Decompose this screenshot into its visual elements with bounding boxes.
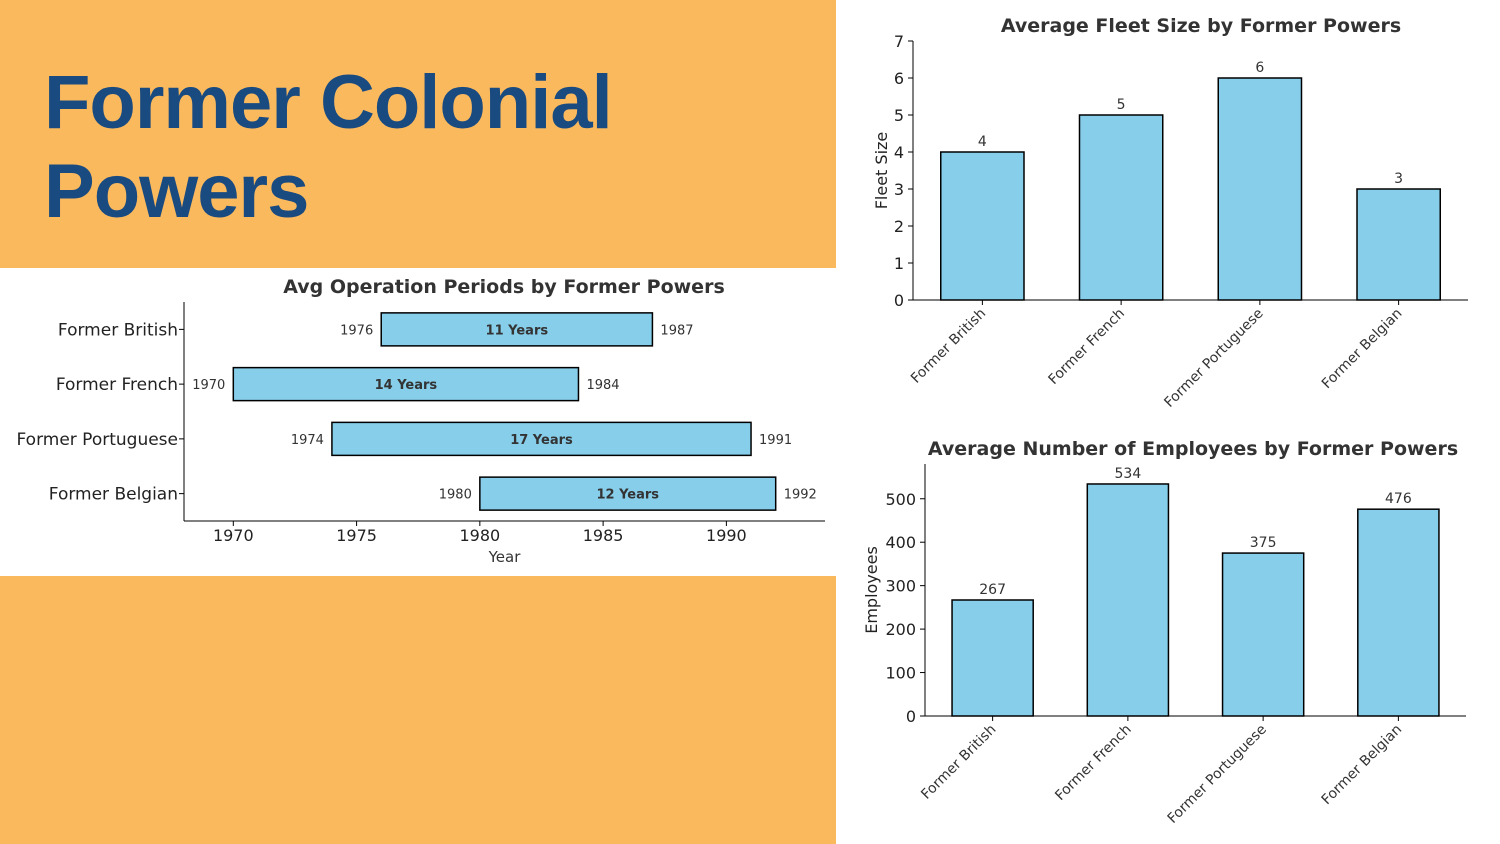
value-label: 534 [1115,466,1142,482]
bar-former-french [1078,114,1164,301]
end-label: 1992 [784,488,817,503]
bar-former-portuguese [1221,552,1305,717]
y-tick-label: 1 [894,254,904,273]
x-tick-label-former-belgian: Former Belgian [1319,722,1406,809]
y-tick-label-former-french: Former French [56,375,178,395]
y-tick-label: 500 [885,490,916,509]
x-tick-label-former-portuguese: Former Portuguese [1165,722,1270,827]
title-panel [0,0,836,268]
x-tick-label-former-portuguese: Former Portuguese [1161,306,1266,411]
x-tick-label: 1985 [583,526,624,545]
duration-label: 17 Years [510,433,573,448]
y-tick-label: 5 [894,106,904,125]
chart-title: Average Fleet Size by Former Powers [1001,15,1401,37]
value-label: 3 [1394,171,1403,187]
duration-label: 14 Years [375,378,438,393]
start-label: 1974 [291,433,324,448]
x-tick-label-former-british: Former British [908,306,989,387]
x-axis-label: Year [488,548,522,566]
x-tick-label: 1975 [336,526,377,545]
bar-former-british [380,312,654,347]
y-tick-label: 0 [906,707,916,726]
y-tick-label: 100 [885,664,916,683]
duration-label: 12 Years [596,488,659,503]
bar-former-british [951,599,1034,717]
start-label: 1980 [439,488,472,503]
y-tick-label: 7 [894,32,904,51]
start-label: 1976 [340,323,373,338]
bar-former-belgian [1356,188,1441,301]
bar-former-french [1086,483,1170,717]
value-label: 6 [1255,60,1264,76]
bottom-accent-panel [0,576,836,844]
end-label: 1987 [660,323,693,338]
y-tick-label: 300 [885,577,916,596]
y-axis-label: Fleet Size [872,132,891,210]
value-label: 267 [979,582,1006,598]
x-tick-label-former-british: Former British [918,722,999,803]
end-label: 1991 [759,433,792,448]
bar-former-british [940,151,1025,301]
y-tick-label: 200 [885,620,916,639]
chart-title: Avg Operation Periods by Former Powers [283,276,725,298]
x-tick-label-former-french: Former French [1052,722,1134,804]
bar-former-belgian [479,476,777,511]
chart-title: Average Number of Employees by Former Po… [928,438,1458,460]
duration-label: 11 Years [486,323,549,338]
y-tick-label: 6 [894,69,904,88]
bar-former-portuguese [331,421,752,457]
x-tick-label-former-belgian: Former Belgian [1319,306,1406,393]
bar-former-portuguese [1217,77,1303,301]
y-tick-label: 4 [894,143,904,162]
x-tick-label: 1990 [706,526,747,545]
value-label: 375 [1250,535,1277,551]
y-tick-label: 0 [894,291,904,310]
y-tick-label: 400 [885,533,916,552]
bar-former-french [232,366,580,402]
x-tick-label-former-french: Former French [1045,306,1127,388]
fleet-size-chart: Average Fleet Size by Former Powers 0 1 2 3 4… [872,15,1468,411]
y-tick-label-former-portuguese: Former Portuguese [17,430,179,450]
bar-former-belgian [1357,508,1440,717]
operation-periods-chart: Avg Operation Periods by Former Powers 19… [17,276,825,566]
y-tick-label-former-british: Former British [58,320,178,340]
value-label: 5 [1117,97,1126,113]
start-label: 1970 [192,378,225,393]
employees-chart: Average Number of Employees by Former Po… [862,438,1466,827]
x-tick-label: 1970 [213,526,254,545]
slide-title: Former Colonial Powers [44,60,613,234]
y-tick-label-former-belgian: Former Belgian [49,485,178,505]
end-label: 1984 [586,378,619,393]
x-tick-label: 1980 [459,526,500,545]
y-tick-label: 2 [894,217,904,236]
y-tick-label: 3 [894,180,904,199]
value-label: 4 [978,134,987,150]
value-label: 476 [1385,491,1412,507]
y-axis-label: Employees [862,546,881,634]
